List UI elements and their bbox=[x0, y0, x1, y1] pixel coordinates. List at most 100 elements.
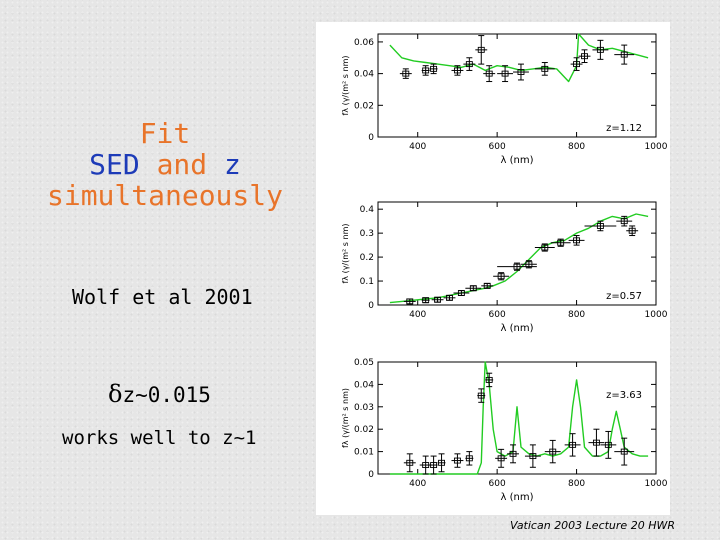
observation-marker bbox=[453, 457, 461, 464]
observation-point bbox=[588, 428, 605, 457]
observation-point bbox=[520, 260, 537, 269]
x-tick-label: 1000 bbox=[645, 479, 668, 489]
observation-point bbox=[399, 68, 412, 79]
observation-point bbox=[626, 225, 639, 237]
x-tick-label: 600 bbox=[489, 479, 506, 489]
observation-point bbox=[437, 453, 446, 473]
observation-marker bbox=[430, 462, 438, 468]
observation-point bbox=[463, 57, 476, 71]
observation-marker bbox=[513, 263, 521, 270]
observation-marker bbox=[497, 455, 505, 462]
y-tick-label: 0 bbox=[368, 301, 374, 311]
y-tick-label: 0.04 bbox=[354, 380, 374, 390]
y-tick-label: 0.06 bbox=[354, 38, 374, 48]
observation-marker bbox=[434, 296, 442, 303]
redshift-label: z=0.57 bbox=[606, 291, 642, 302]
observation-marker bbox=[422, 67, 430, 74]
observation-marker bbox=[541, 65, 549, 72]
observation-point bbox=[550, 238, 571, 247]
y-tick-label: 0.2 bbox=[360, 253, 374, 263]
title-word-and: and bbox=[156, 148, 208, 181]
observation-marker bbox=[569, 441, 577, 448]
x-tick-label: 600 bbox=[489, 310, 506, 320]
observation-point bbox=[507, 444, 519, 464]
y-tick-label: 0.3 bbox=[360, 229, 374, 239]
y-tick-label: 0.02 bbox=[354, 101, 374, 111]
observation-marker bbox=[549, 448, 557, 455]
delta-z-value: z~0.015 bbox=[122, 383, 211, 407]
title-word-z: z bbox=[224, 148, 241, 181]
x-tick-label: 800 bbox=[568, 310, 585, 320]
y-axis-label: fλ (γ/(m² s nm) bbox=[341, 388, 350, 448]
x-axis-label: λ (nm) bbox=[501, 323, 534, 334]
redshift-accuracy: δz~0.015 bbox=[108, 380, 211, 408]
plot-frame bbox=[377, 33, 657, 138]
observation-point bbox=[453, 290, 470, 296]
observation-point bbox=[429, 63, 438, 75]
observation-point bbox=[614, 44, 635, 65]
title-word-sed: SED bbox=[89, 148, 140, 181]
observation-point bbox=[477, 388, 486, 403]
plot-frame bbox=[377, 361, 657, 475]
x-axis-label: λ (nm) bbox=[501, 155, 534, 166]
observation-marker bbox=[557, 239, 565, 246]
slide-title: Fit SED and z simultaneously bbox=[30, 118, 300, 211]
observation-marker bbox=[541, 244, 549, 251]
observation-marker bbox=[620, 51, 628, 58]
observation-marker bbox=[485, 70, 493, 77]
observation-point bbox=[513, 63, 529, 81]
title-word-simultaneously: simultaneously bbox=[46, 179, 283, 212]
y-tick-label: 0 bbox=[368, 133, 374, 143]
y-tick-label: 0.02 bbox=[354, 425, 374, 435]
observation-marker bbox=[483, 282, 491, 289]
redshift-label: z=3.63 bbox=[606, 390, 642, 401]
observation-marker bbox=[406, 298, 414, 305]
y-tick-label: 0.01 bbox=[354, 448, 374, 458]
observation-marker bbox=[477, 46, 485, 53]
observation-marker bbox=[604, 441, 612, 448]
observation-marker bbox=[620, 448, 628, 455]
x-tick-label: 400 bbox=[409, 479, 426, 489]
x-tick-label: 1000 bbox=[645, 142, 668, 152]
observation-point bbox=[485, 372, 494, 388]
model-spectrum-line bbox=[389, 361, 649, 475]
observation-point bbox=[568, 235, 585, 246]
observation-point bbox=[443, 294, 456, 301]
y-axis-label: fλ (γ/(m² s nm) bbox=[341, 223, 350, 283]
observation-point bbox=[497, 65, 514, 83]
observation-point bbox=[403, 453, 416, 473]
observation-point bbox=[431, 296, 444, 303]
observation-marker bbox=[469, 285, 477, 292]
observation-marker bbox=[453, 67, 461, 74]
sed-panel-1: 400 600 800 1000 0 0.02 0.04 0.06 λ (nm) fλ (γ/(m… bbox=[341, 33, 668, 166]
x-axis-label: λ (nm) bbox=[501, 492, 534, 503]
redshift-label: z=1.12 bbox=[606, 123, 642, 134]
observation-point bbox=[421, 297, 430, 304]
title-line-sed-and-z: SED and z bbox=[30, 149, 300, 180]
x-tick-label: 400 bbox=[409, 310, 426, 320]
observation-marker bbox=[422, 297, 430, 304]
observation-point bbox=[451, 65, 464, 76]
observation-point bbox=[544, 439, 561, 464]
x-tick-label: 800 bbox=[568, 142, 585, 152]
citation-text: Wolf et al 2001 bbox=[72, 285, 253, 309]
footer-text: Vatican 2003 Lecture 20 HWR bbox=[510, 519, 675, 532]
observation-marker bbox=[406, 459, 414, 466]
x-tick-label: 600 bbox=[489, 142, 506, 152]
observation-marker bbox=[573, 61, 581, 68]
observation-marker bbox=[402, 70, 410, 77]
observation-point bbox=[534, 243, 555, 252]
observation-marker bbox=[446, 294, 453, 301]
observation-marker bbox=[465, 455, 473, 462]
observation-marker bbox=[620, 218, 628, 225]
x-tick-label: 400 bbox=[409, 142, 426, 152]
x-tick-label: 800 bbox=[568, 479, 585, 489]
observation-point bbox=[403, 298, 416, 305]
observation-marker bbox=[573, 237, 581, 244]
y-tick-label: 0.03 bbox=[354, 403, 374, 413]
y-tick-label: 0.1 bbox=[360, 277, 374, 287]
observation-point bbox=[475, 35, 488, 65]
observation-point bbox=[451, 453, 464, 468]
observation-marker bbox=[477, 392, 485, 399]
observation-point bbox=[429, 455, 438, 475]
